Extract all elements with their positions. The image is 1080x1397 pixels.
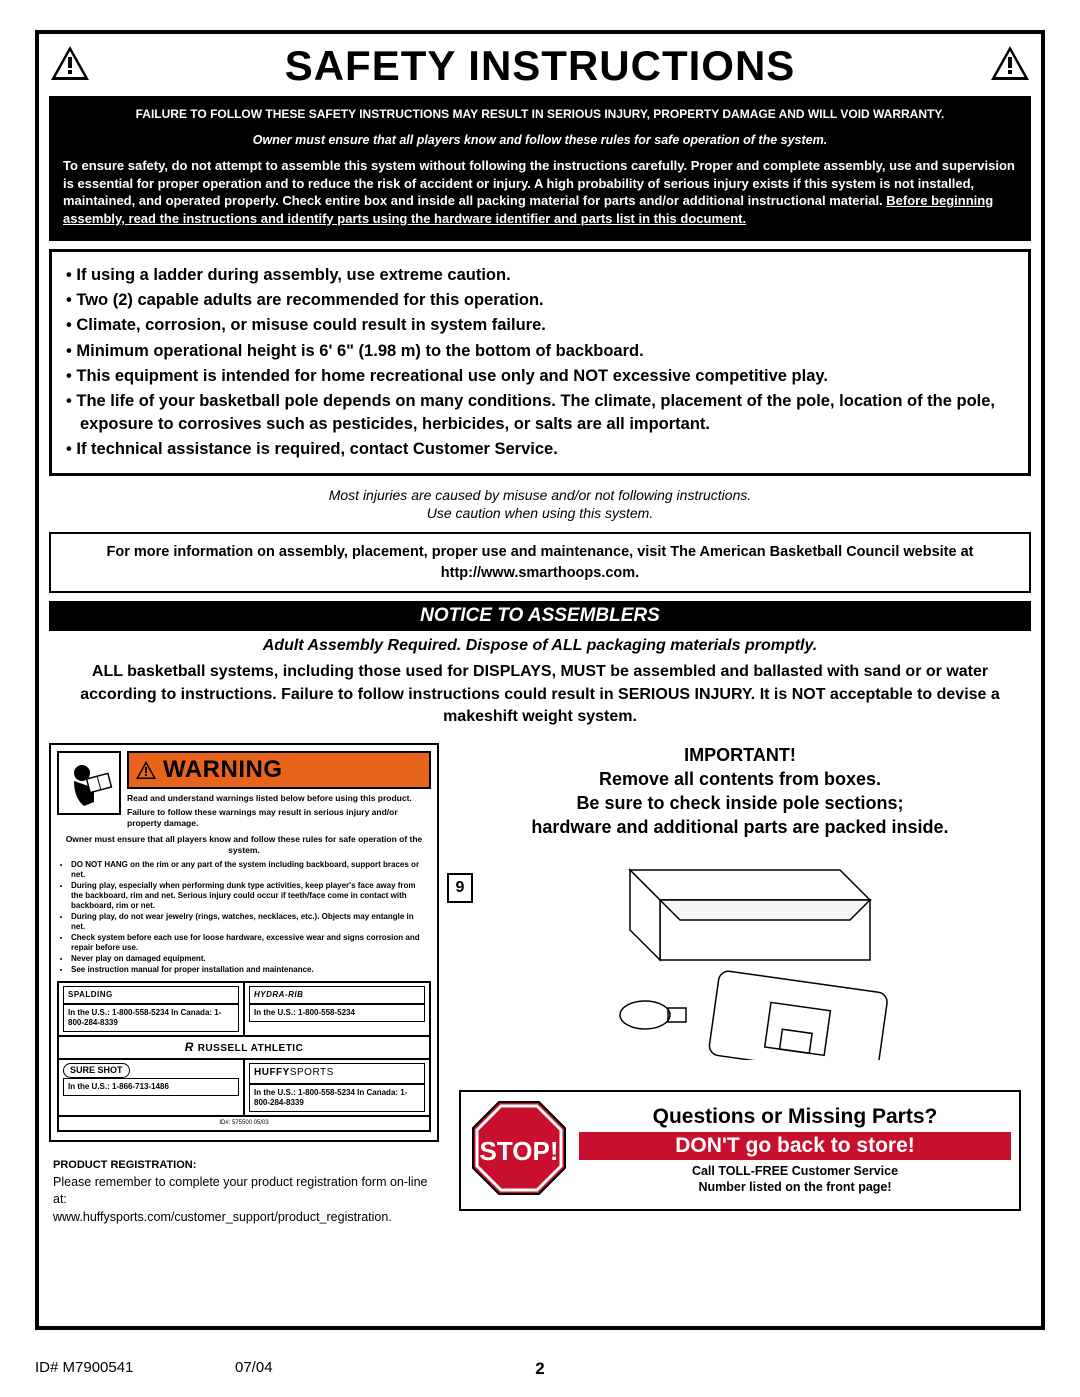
bullet: • Minimum operational height is 6' 6" (1… [66,340,1014,363]
footer-page: 2 [35,1359,1045,1379]
bullet: • If technical assistance is required, c… [66,438,1014,461]
svg-text:STOP!: STOP! [480,1136,559,1166]
lower-right: IMPORTANT! Remove all contents from boxe… [449,743,1031,1227]
brand-huffy: HUFFYSPORTS In the U.S.: 1-800-558-5234 … [244,1059,430,1116]
warning-triangle-icon [49,44,91,87]
stop-box: STOP! Questions or Missing Parts? DON'T … [459,1090,1021,1211]
stop-sub2: Number listed on the front page! [579,1179,1011,1195]
nine-label: 9 [456,879,465,897]
stop-sub1: Call TOLL-FREE Customer Service [579,1163,1011,1179]
warning-banner-col: WARNING Read and understand warnings lis… [127,751,431,829]
wl-item: DO NOT HANG on the rim or any part of th… [71,860,429,880]
lower-section: 9 [49,743,1031,1227]
title-row: SAFETY INSTRUCTIONS [49,42,1031,90]
warranty-owner: Owner must ensure that all players know … [63,132,1017,149]
bullet: • Climate, corrosion, or misuse could re… [66,314,1014,337]
part-number-9: 9 [447,873,473,903]
brand-hydra: HYDRA-RIB In the U.S.: 1-800-558-5234 [244,982,430,1036]
notice-body: Adult Assembly Required. Dispose of ALL … [49,631,1031,739]
info-box: For more information on assembly, placem… [49,532,1031,593]
important-l3: Be sure to check inside pole sections; [449,791,1031,815]
bullet: • If using a ladder during assembly, use… [66,264,1014,287]
warranty-body: To ensure safety, do not attempt to asse… [63,157,1017,227]
warning-banner-text: WARNING [163,755,283,785]
page-footer: ID# M7900541 07/04 2 [35,1359,1045,1379]
wl-read1: Read and understand warnings listed belo… [127,793,431,804]
notice-bar: NOTICE TO ASSEMBLERS [49,601,1031,631]
stop-bar: DON'T go back to store! [579,1132,1011,1160]
wl-item: See instruction manual for proper instal… [71,965,429,975]
wl-item: During play, especially when performing … [71,881,429,911]
brand-russell: R RUSSELL ATHLETIC [58,1036,430,1060]
warranty-black-box: Failure to follow these safety instructi… [49,96,1031,241]
bullet: • This equipment is intended for home re… [66,365,1014,388]
lower-left: 9 [49,743,439,1227]
brand-sureshot: SURE SHOT In the U.S.: 1-866-713-1486 [58,1059,244,1116]
italic-note: Most injuries are caused by misuse and/o… [49,486,1031,522]
prod-reg-head: PRODUCT REGISTRATION: [53,1159,196,1171]
stop-sign-icon: STOP! [469,1098,569,1203]
notice-italic: Adult Assembly Required. Dispose of ALL … [59,635,1021,657]
person-reading-icon [57,751,121,815]
warning-label-sticker: WARNING Read and understand warnings lis… [49,743,439,1143]
product-registration: PRODUCT REGISTRATION: Please remember to… [49,1156,439,1226]
brand-grid: SPALDING In the U.S.: 1-800-558-5234 In … [57,981,431,1133]
safety-bullets-box: • If using a ladder during assembly, use… [49,249,1031,476]
stop-question: Questions or Missing Parts? [579,1105,1011,1129]
important-l2: Remove all contents from boxes. [449,767,1031,791]
wl-read2: Failure to follow these warnings may res… [127,807,431,828]
wl-item: During play, do not wear jewelry (rings,… [71,912,429,932]
wl-owner: Owner must ensure that all players know … [59,834,429,855]
box-contents-illustration [449,860,1031,1060]
wl-item: Never play on damaged equipment. [71,954,429,964]
prod-reg-url: www.huffysports.com/customer_support/pro… [53,1210,392,1224]
italic-note-2: Use caution when using this system. [49,504,1031,522]
wl-list: DO NOT HANG on the rim or any part of th… [59,860,429,975]
warning-label-header: WARNING Read and understand warnings lis… [57,751,431,829]
important-block: IMPORTANT! Remove all contents from boxe… [449,743,1031,840]
italic-note-1: Most injuries are caused by misuse and/o… [49,486,1031,504]
warranty-head: Failure to follow these safety instructi… [63,106,1017,122]
warranty-body-pre: To ensure safety, do not attempt to asse… [63,158,1015,208]
outer-frame: SAFETY INSTRUCTIONS Failure to follow th… [35,30,1045,1330]
page-title: SAFETY INSTRUCTIONS [285,42,796,90]
notice-text: ALL basketball systems, including those … [59,661,1021,728]
important-l4: hardware and additional parts are packed… [449,815,1031,839]
brand-idline: ID#: 575500 05/03 [58,1116,430,1132]
prod-reg-body: Please remember to complete your product… [53,1175,427,1207]
page: SAFETY INSTRUCTIONS Failure to follow th… [0,0,1080,1397]
bullet: • Two (2) capable adults are recommended… [66,289,1014,312]
important-l1: IMPORTANT! [449,743,1031,767]
wl-item: Check system before each use for loose h… [71,933,429,953]
brand-spalding: SPALDING In the U.S.: 1-800-558-5234 In … [58,982,244,1036]
warning-triangle-icon [989,44,1031,87]
bullet: • The life of your basketball pole depen… [66,390,1014,436]
stop-right: Questions or Missing Parts? DON'T go bac… [579,1105,1011,1196]
warning-banner: WARNING [127,751,431,789]
warning-triangle-icon [135,760,157,780]
